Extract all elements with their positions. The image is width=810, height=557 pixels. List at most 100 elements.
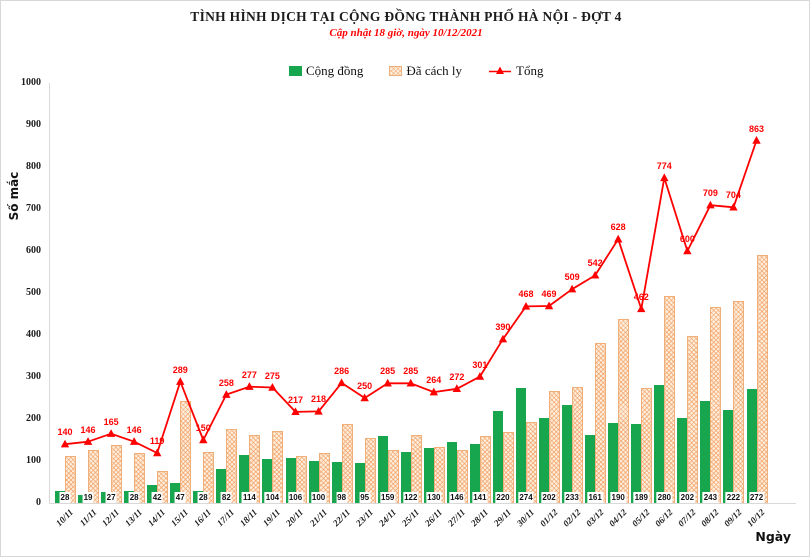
bar-isolated	[134, 453, 146, 503]
isolated-swatch-icon	[389, 66, 403, 76]
total-marker-icon	[406, 378, 415, 387]
total-value-label: 275	[264, 370, 280, 381]
total-marker-icon	[567, 284, 577, 293]
total-value-label: 285	[380, 366, 396, 377]
x-axis-tick-label: 10/12	[744, 507, 767, 529]
total-marker-icon	[452, 384, 462, 392]
total-marker-icon	[176, 377, 185, 385]
total-value-label: 217	[287, 394, 304, 405]
bar-isolated	[664, 295, 676, 503]
total-marker-icon	[729, 202, 738, 211]
community-value-label: 161	[587, 492, 603, 503]
x-axis-tick-label: 30/11	[514, 507, 537, 529]
total-value-label: 704	[725, 190, 741, 201]
total-marker-icon	[360, 393, 369, 402]
total-line	[64, 140, 758, 454]
community-value-label: 159	[380, 492, 396, 503]
bar-isolated	[710, 307, 722, 503]
total-marker-icon	[521, 301, 531, 310]
community-value-label: 100	[310, 492, 327, 503]
y-axis-tick-label: 0	[36, 497, 41, 508]
community-value-label: 202	[541, 492, 557, 503]
legend-label-isolated: Đã cách ly	[406, 63, 463, 78]
y-axis-tick-label: 500	[26, 287, 41, 298]
community-value-label: 42	[151, 492, 163, 503]
legend-item-isolated: Đã cách ly	[389, 63, 462, 79]
bar-community	[723, 409, 734, 503]
total-marker-icon	[314, 406, 323, 415]
bar-isolated	[733, 300, 745, 503]
total-value-label: 272	[449, 371, 465, 382]
bar-community	[331, 461, 342, 503]
x-axis-tick-label: 11/11	[77, 507, 99, 528]
total-value-label: 264	[426, 375, 442, 386]
community-value-label: 98	[336, 492, 348, 503]
community-value-label: 82	[220, 492, 232, 503]
x-axis-tick-label: 14/11	[146, 507, 168, 529]
x-axis-tick-label: 13/11	[123, 507, 145, 529]
y-axis-tick-label: 900	[26, 119, 41, 130]
community-value-label: 122	[403, 492, 419, 503]
bar-community	[516, 387, 526, 503]
x-axis-tick-label: 03/12	[583, 507, 606, 529]
x-axis-tick-label: 20/11	[284, 507, 306, 529]
x-axis-tick-label: 07/12	[675, 507, 698, 529]
total-value-label: 390	[495, 322, 511, 333]
total-value-label: 709	[702, 188, 718, 199]
community-value-label: 95	[359, 492, 371, 503]
total-marker-icon	[544, 301, 554, 310]
bar-isolated	[157, 470, 169, 503]
bar-community	[446, 441, 457, 503]
total-value-label: 600	[679, 234, 695, 244]
community-value-label: 220	[495, 492, 511, 503]
bar-community	[262, 459, 273, 503]
bar-community	[608, 423, 619, 503]
total-marker-icon	[129, 437, 139, 445]
x-axis-tick-label: 10/11	[53, 507, 76, 529]
bar-isolated	[180, 401, 192, 503]
bar-isolated	[526, 421, 537, 503]
total-value-label: 119	[149, 436, 165, 447]
y-axis-tick-label: 400	[26, 329, 41, 340]
x-axis-tick-label: 06/12	[652, 507, 675, 529]
community-value-label: 104	[264, 492, 281, 503]
bar-isolated	[595, 342, 607, 503]
bar-isolated	[295, 456, 307, 503]
community-value-label: 28	[59, 492, 71, 503]
x-axis-tick-label: 02/12	[560, 507, 583, 529]
y-axis-tick-label: 200	[26, 413, 41, 424]
chart-title: TÌNH HÌNH DỊCH TẠI CỘNG ĐỒNG THÀNH PHỐ H…	[190, 9, 622, 24]
x-axis-tick-label: 04/12	[606, 507, 629, 529]
total-marker-icon	[383, 378, 392, 387]
total-value-label: 289	[172, 364, 188, 375]
bar-community	[239, 455, 250, 503]
y-axis-line	[49, 83, 50, 503]
chart-subtitle: Cập nhật 18 giờ, ngày 10/12/2021	[329, 27, 483, 39]
total-value-label: 542	[587, 258, 603, 269]
bar-community	[377, 436, 388, 503]
legend: Cộng đồng Đã cách ly Tổng	[289, 63, 543, 79]
community-value-label: 141	[472, 492, 488, 503]
bar-community	[654, 385, 665, 503]
total-value-label: 277	[241, 369, 257, 380]
total-marker-icon	[245, 382, 254, 390]
legend-label-community: Cộng đồng	[306, 63, 364, 78]
bar-community	[400, 451, 411, 503]
bar-community	[539, 418, 550, 503]
x-axis-tick-label: 15/11	[169, 507, 191, 529]
total-value-label: 165	[103, 416, 119, 427]
total-value-label: 140	[57, 427, 73, 438]
total-marker-icon	[222, 390, 231, 398]
x-axis-tick-label: 26/11	[422, 507, 444, 529]
bar-community	[585, 435, 596, 503]
x-axis-tick-label: 22/11	[330, 507, 352, 529]
x-axis-tick-label: 18/11	[238, 507, 260, 529]
total-marker-icon	[614, 234, 623, 243]
community-value-label: 130	[426, 492, 442, 503]
y-axis-tick-label: 600	[26, 245, 41, 256]
bar-community	[562, 405, 573, 503]
total-line-marker-icon	[489, 66, 512, 74]
total-marker-icon	[106, 429, 116, 437]
total-marker-icon	[337, 378, 346, 387]
